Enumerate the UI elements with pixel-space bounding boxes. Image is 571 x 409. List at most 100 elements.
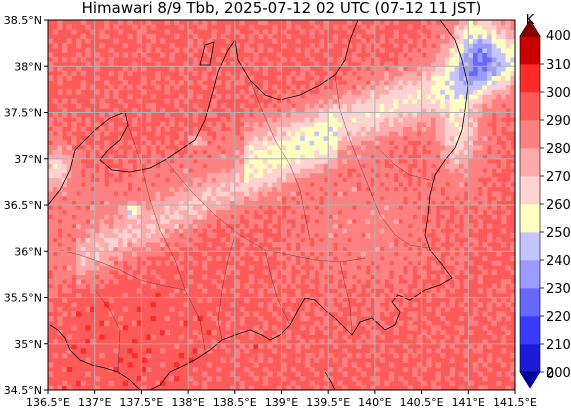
field-cell — [304, 209, 311, 215]
colorbar-segment — [520, 232, 540, 261]
field-cell — [351, 163, 357, 169]
field-cell — [458, 163, 465, 169]
field-cell — [491, 177, 497, 183]
field-cell — [136, 376, 142, 382]
field-cell — [295, 251, 301, 257]
field-cell — [388, 84, 395, 90]
field-cell — [379, 163, 385, 169]
field-cell — [379, 279, 385, 285]
field-cell — [360, 246, 367, 252]
field-cell — [85, 24, 91, 30]
field-cell — [216, 366, 222, 373]
field-cell — [127, 205, 133, 211]
field-cell — [169, 121, 175, 127]
field-cell — [230, 172, 236, 178]
field-cell — [328, 283, 334, 289]
field-cell — [402, 237, 409, 243]
field-cell — [328, 191, 334, 197]
field-cell — [272, 131, 278, 137]
field-cell — [258, 237, 264, 243]
field-cell — [342, 126, 348, 132]
field-cell — [99, 195, 105, 201]
field-cell — [356, 154, 362, 160]
field-cell — [155, 154, 161, 160]
field-cell — [290, 140, 297, 146]
field-cell — [262, 154, 269, 160]
field-cell — [155, 47, 161, 53]
field-cell — [416, 61, 423, 67]
field-cell — [360, 209, 367, 215]
field-cell — [150, 302, 157, 308]
field-cell — [281, 181, 287, 188]
field-cell — [463, 80, 469, 86]
field-cell — [332, 126, 339, 132]
field-cell — [402, 80, 409, 86]
field-cell — [127, 177, 133, 183]
field-cell — [188, 135, 194, 141]
field-cell — [169, 214, 175, 220]
field-cell — [48, 38, 54, 44]
field-cell — [272, 228, 278, 234]
field-cell — [435, 57, 441, 63]
field-cell — [472, 158, 479, 164]
field-cell — [262, 144, 269, 151]
field-cell — [435, 325, 441, 331]
field-cell — [402, 177, 409, 183]
field-cell — [342, 279, 348, 285]
field-cell — [122, 209, 128, 215]
field-cell — [454, 144, 460, 151]
field-cell — [332, 168, 339, 174]
field-cell — [48, 306, 54, 312]
field-cell — [510, 297, 515, 303]
field-cell — [85, 306, 91, 312]
field-cell — [458, 43, 465, 49]
field-cell — [248, 33, 255, 40]
field-cell — [379, 320, 385, 326]
field-cell — [342, 168, 348, 174]
field-cell — [211, 200, 217, 206]
field-cell — [435, 385, 441, 390]
field-cell — [52, 186, 58, 192]
field-cell — [482, 33, 488, 40]
field-cell — [141, 144, 147, 151]
field-cell — [351, 75, 357, 81]
field-cell — [183, 209, 189, 215]
field-cell — [80, 223, 86, 229]
field-cell — [85, 357, 91, 363]
field-cell — [346, 274, 353, 280]
field-cell — [342, 288, 348, 294]
field-cell — [384, 20, 390, 26]
field-cell — [510, 98, 515, 104]
field-cell — [449, 297, 455, 303]
field-cell — [225, 311, 231, 317]
field-cell — [370, 163, 376, 169]
field-cell — [500, 135, 507, 141]
field-cell — [356, 117, 362, 123]
field-cell — [132, 320, 138, 326]
field-cell — [220, 195, 227, 201]
field-cell — [122, 163, 128, 169]
field-cell — [281, 158, 287, 164]
field-cell — [104, 260, 110, 266]
field-cell — [500, 98, 507, 104]
field-cell — [472, 112, 479, 118]
field-cell — [57, 200, 63, 206]
field-cell — [384, 149, 390, 155]
field-cell — [220, 288, 227, 294]
field-cell — [328, 89, 334, 95]
field-cell — [421, 246, 427, 252]
field-cell — [328, 353, 334, 359]
field-cell — [258, 149, 264, 155]
field-cell — [244, 214, 250, 220]
field-cell — [192, 181, 199, 188]
field-cell — [272, 339, 278, 345]
field-cell — [122, 103, 128, 109]
field-cell — [379, 274, 385, 280]
field-cell — [80, 20, 86, 26]
field-cell — [71, 168, 77, 174]
field-cell — [421, 47, 427, 53]
field-cell — [188, 357, 194, 363]
field-cell — [211, 177, 217, 183]
field-cell — [351, 177, 357, 183]
field-cell — [309, 43, 315, 49]
